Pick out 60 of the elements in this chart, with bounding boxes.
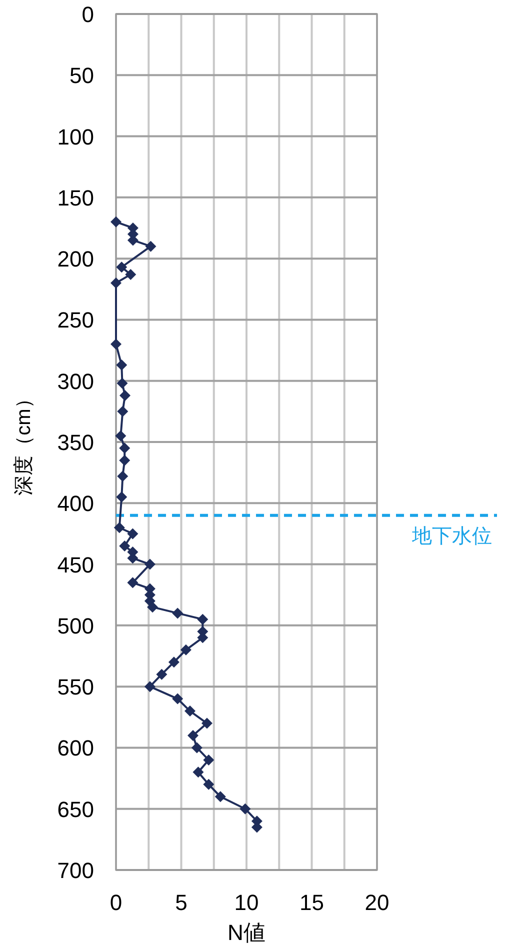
point	[116, 492, 128, 503]
point	[110, 216, 122, 228]
y-tick-label: 400	[57, 491, 94, 516]
y-tick-label: 550	[57, 674, 94, 700]
point	[191, 742, 202, 754]
x-axis-title: N値	[228, 920, 266, 945]
point	[184, 706, 196, 717]
y-tick-label: 100	[57, 124, 94, 150]
point	[201, 718, 212, 729]
y-tick-label: 350	[57, 430, 94, 455]
point	[117, 470, 128, 482]
point	[172, 608, 184, 619]
point	[119, 540, 130, 552]
point	[147, 602, 158, 613]
x-tick-label: 10	[234, 890, 259, 915]
point	[172, 693, 184, 704]
y-tick-label: 500	[57, 613, 94, 638]
x-tick-label: 0	[110, 890, 122, 915]
point	[114, 522, 125, 534]
point	[144, 681, 156, 692]
y-tick-label: 0	[82, 2, 94, 27]
point	[180, 644, 192, 656]
point	[116, 378, 128, 389]
x-tick-label: 15	[300, 890, 324, 915]
point	[125, 268, 136, 280]
point	[192, 766, 204, 778]
point	[144, 558, 156, 570]
point	[127, 528, 138, 540]
point	[116, 359, 128, 370]
point	[203, 754, 214, 766]
point	[119, 454, 130, 466]
point	[203, 778, 214, 790]
point	[127, 577, 138, 588]
point	[187, 730, 198, 741]
point	[119, 442, 130, 454]
point	[117, 406, 128, 417]
y-tick-label: 700	[57, 858, 94, 883]
y-tick-label: 250	[57, 308, 94, 333]
ref-line-label: 地下水位	[411, 525, 492, 548]
y-tick-label: 650	[57, 796, 94, 822]
y-tick-label: 150	[57, 185, 94, 210]
point	[120, 390, 131, 402]
point	[240, 803, 251, 814]
point	[168, 656, 180, 668]
point	[156, 668, 168, 680]
y-tick-label: 600	[57, 736, 94, 761]
y-tick-label: 450	[57, 552, 94, 578]
point	[116, 262, 128, 273]
y-tick-label: 50	[70, 63, 94, 88]
y-axis-title: 深度（cm）	[13, 388, 35, 496]
x-tick-label: 20	[364, 890, 390, 915]
x-tick-label: 5	[175, 890, 188, 915]
point	[110, 338, 122, 350]
point	[115, 430, 126, 442]
point	[197, 614, 208, 625]
point	[214, 791, 226, 802]
y-tick-label: 300	[57, 368, 94, 394]
y-tick-label: 200	[57, 246, 94, 272]
point	[110, 278, 122, 289]
point	[145, 240, 156, 252]
